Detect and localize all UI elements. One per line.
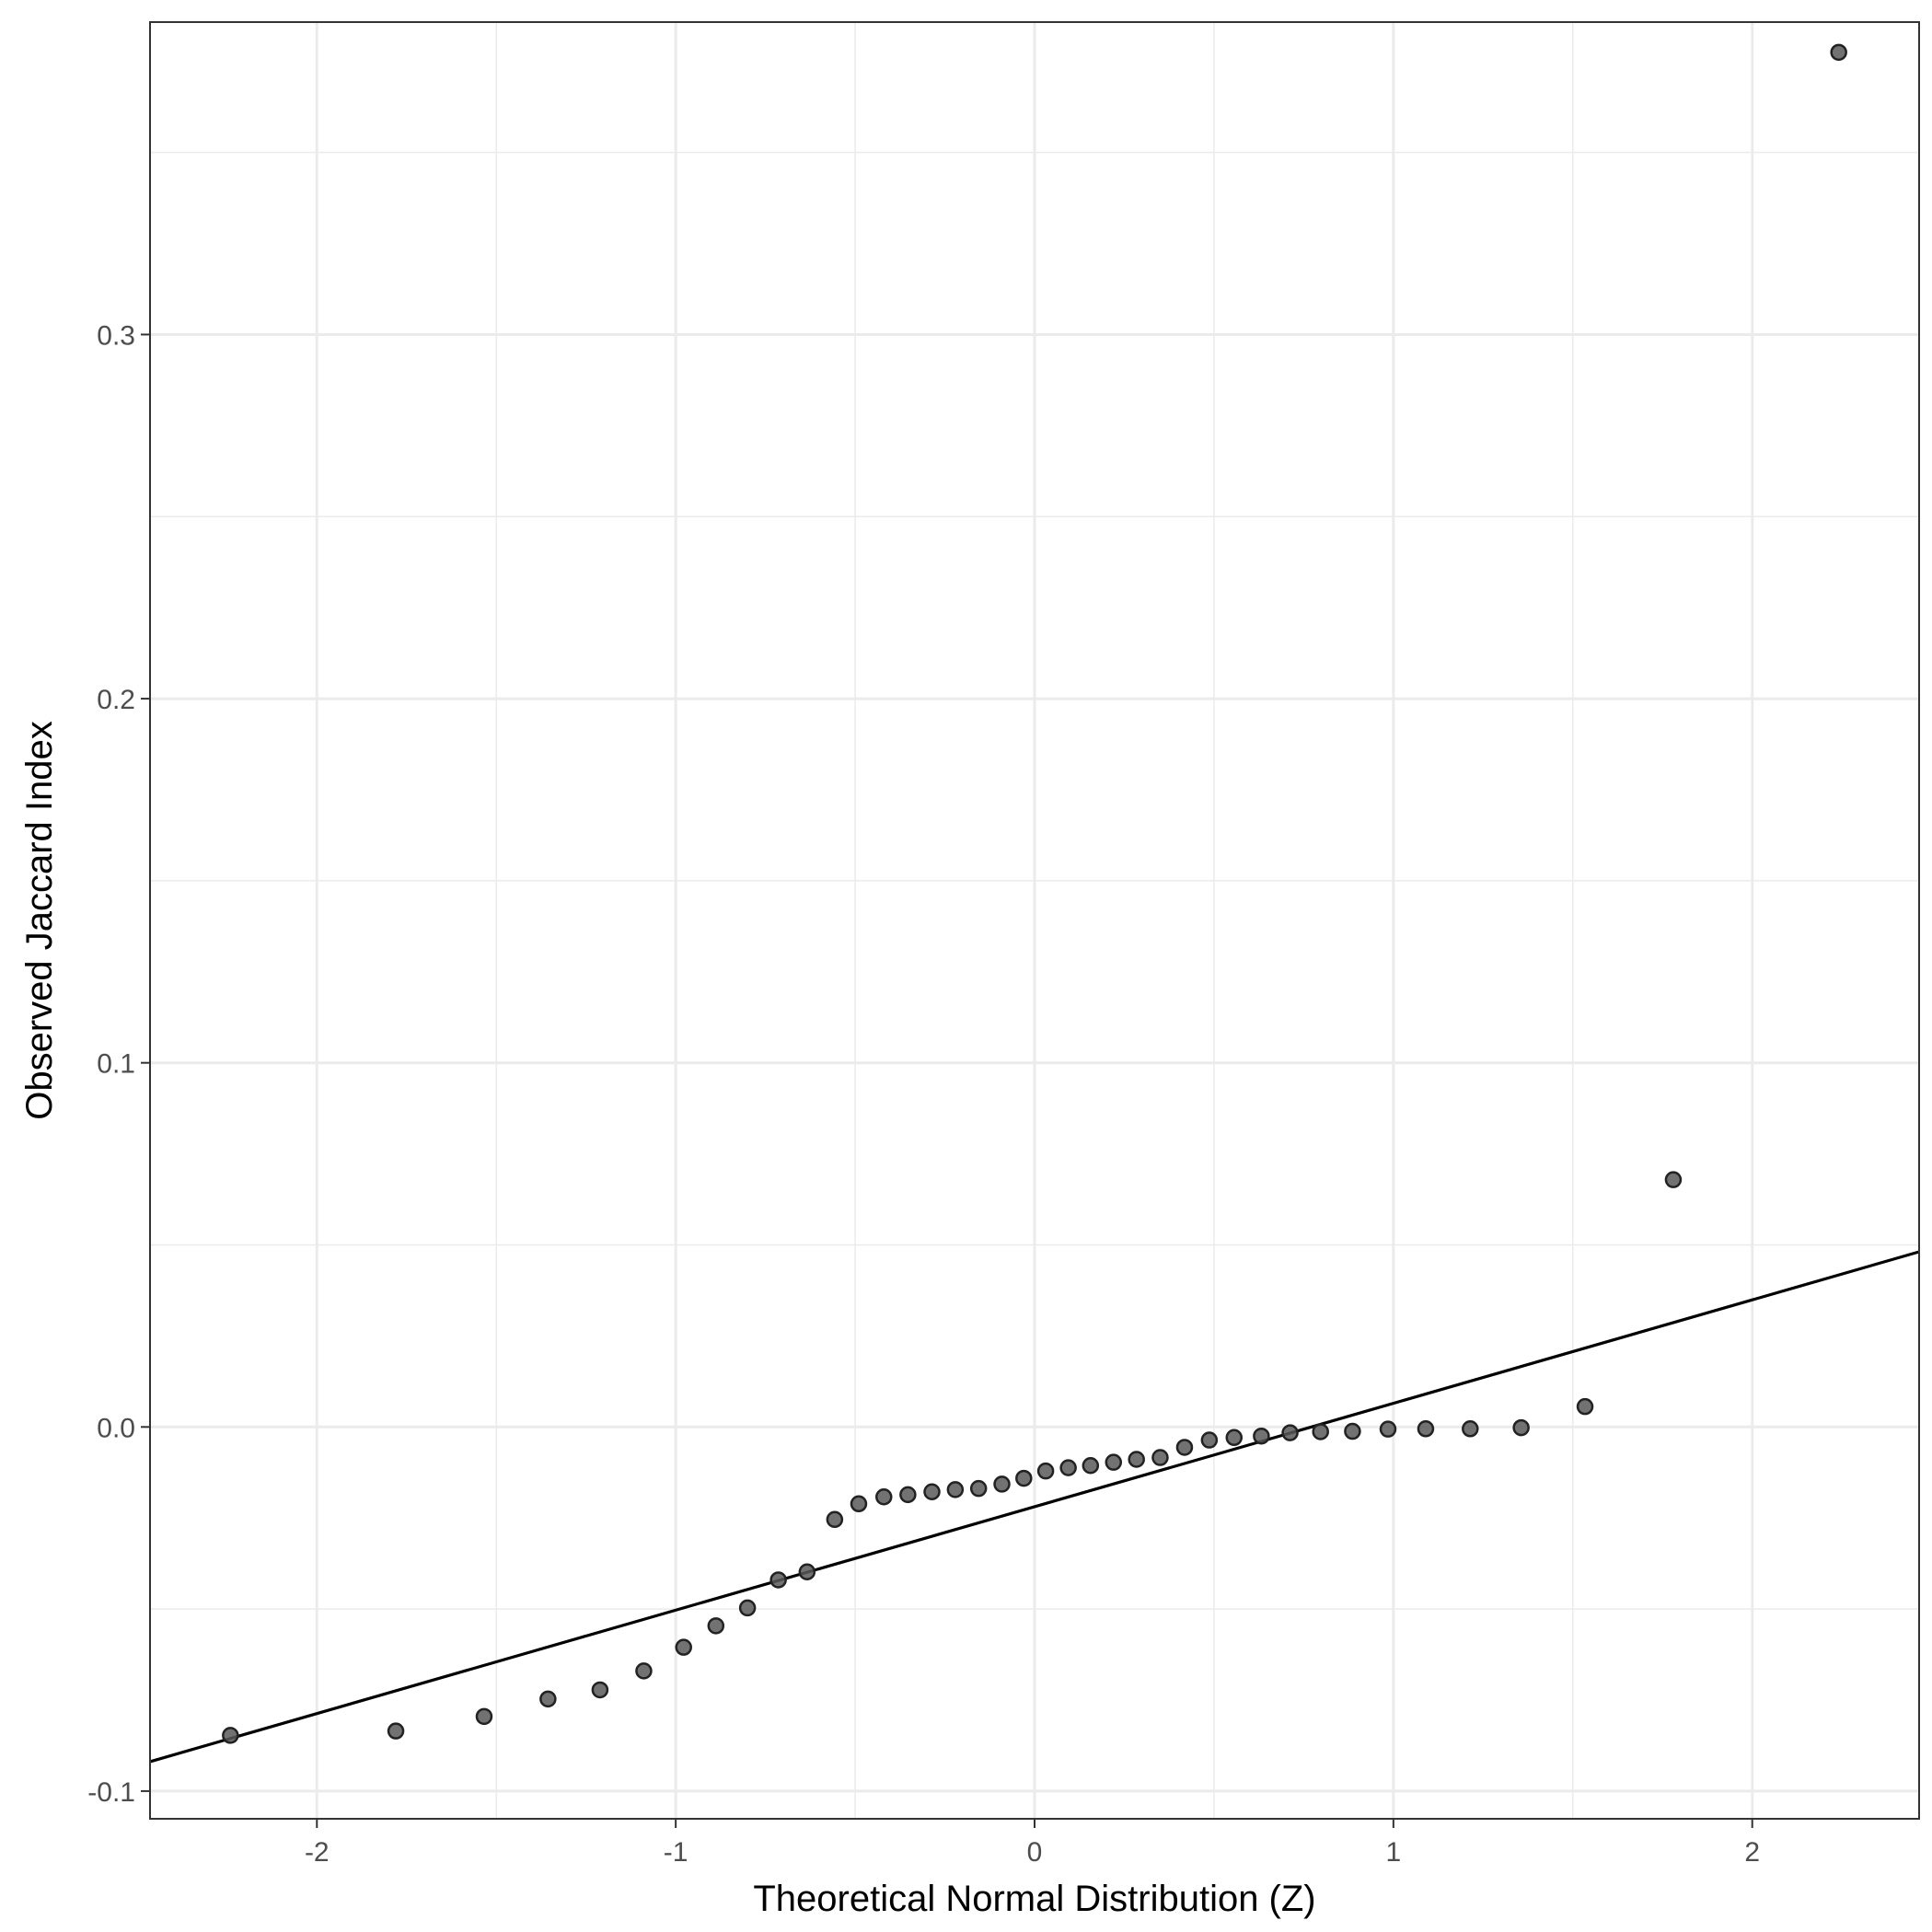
data-point [1576,1397,1594,1416]
data-point [1664,1171,1683,1188]
data-point [826,1510,844,1529]
data-point [1512,1418,1530,1437]
data-point [738,1599,757,1617]
data-point [875,1488,893,1506]
data-point [1281,1424,1299,1441]
data-point [946,1481,965,1498]
data-point [923,1483,941,1500]
major-gridlines [150,22,1919,1819]
y-axis-title: Observed Jaccard Index [19,721,60,1120]
data-point [1200,1431,1219,1449]
data-point [707,1617,725,1635]
data-points [222,43,1847,1744]
reference-line-group [149,1250,1920,1764]
y-tick-label: 0.2 [97,685,135,715]
data-point [1015,1469,1033,1487]
data-point [969,1479,988,1498]
data-point [1175,1439,1194,1456]
data-point [1344,1422,1361,1440]
data-point [222,1727,239,1744]
data-point [1128,1451,1145,1468]
data-point [1105,1453,1123,1471]
y-axis-ticks: -0.1 0.0 0.1 0.2 0.3 [87,320,150,1808]
data-point [387,1722,405,1740]
data-point [1379,1420,1397,1438]
data-point [1151,1449,1169,1466]
data-point [1036,1462,1055,1480]
data-point [1059,1459,1077,1476]
data-point [899,1486,917,1504]
data-point [1253,1427,1270,1445]
data-point [769,1571,787,1589]
data-point [675,1638,692,1656]
data-point [635,1662,653,1680]
data-point [591,1681,609,1699]
data-point [1082,1456,1100,1475]
data-point [1830,43,1847,62]
y-tick-label: -0.1 [87,1777,135,1808]
data-point [993,1475,1011,1493]
data-point [1312,1423,1329,1440]
y-tick-label: 0.1 [97,1049,135,1080]
x-tick-label: -1 [664,1837,688,1868]
data-point [475,1707,493,1726]
x-tick-label: -2 [305,1837,330,1868]
x-tick-label: 0 [1027,1837,1043,1868]
x-tick-label: 1 [1386,1837,1402,1868]
data-point [798,1563,816,1581]
data-point [1225,1429,1244,1447]
x-axis-title: Theoretical Normal Distribution (Z) [753,1879,1315,1919]
x-tick-label: 2 [1744,1837,1760,1868]
x-axis-ticks: -2 -1 0 1 2 [305,1819,1760,1868]
data-point [850,1495,868,1513]
data-point [1417,1420,1435,1438]
y-tick-label: 0.3 [97,320,135,351]
data-point [1462,1420,1479,1438]
reference-line [149,1250,1920,1764]
y-tick-label: 0.0 [97,1413,135,1443]
data-point [539,1690,557,1708]
